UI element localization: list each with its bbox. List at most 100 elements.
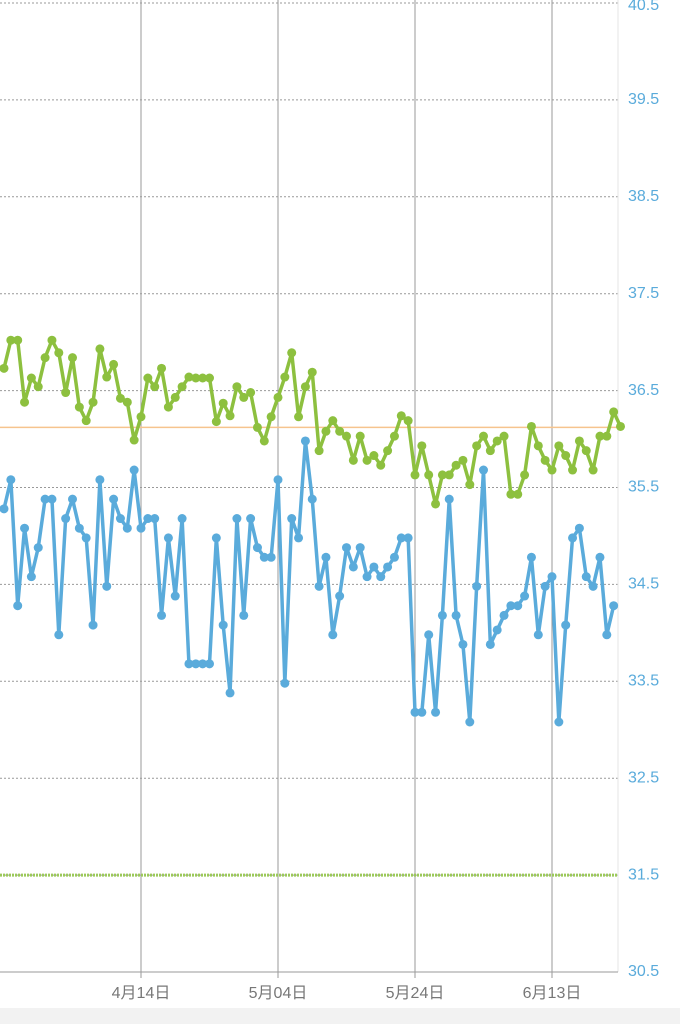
point xyxy=(95,344,105,354)
point xyxy=(300,436,310,446)
point xyxy=(143,373,153,383)
point xyxy=(383,562,393,572)
point xyxy=(376,460,386,470)
point xyxy=(437,610,447,620)
point xyxy=(294,533,304,543)
point xyxy=(136,412,146,422)
point xyxy=(191,659,201,669)
point xyxy=(465,717,475,727)
point xyxy=(568,533,578,543)
point xyxy=(328,630,338,640)
point xyxy=(102,581,112,591)
point xyxy=(581,446,591,456)
point xyxy=(218,620,228,630)
point xyxy=(232,382,242,392)
y-tick-label: 39.5 xyxy=(628,91,659,108)
point xyxy=(6,475,16,485)
point xyxy=(485,639,495,649)
y-tick-label: 30.5 xyxy=(628,963,659,980)
point xyxy=(396,411,406,421)
point xyxy=(321,426,331,436)
y-tick-label: 36.5 xyxy=(628,382,659,399)
point xyxy=(520,591,530,601)
point xyxy=(20,397,30,407)
y-tick-label: 34.5 xyxy=(628,576,659,593)
point xyxy=(115,393,125,403)
point xyxy=(184,659,194,669)
point xyxy=(163,402,173,412)
point xyxy=(348,562,358,572)
point xyxy=(355,431,365,441)
point xyxy=(40,494,50,504)
point xyxy=(122,397,132,407)
y-tick-label: 37.5 xyxy=(628,285,659,302)
point xyxy=(26,373,36,383)
point xyxy=(198,373,208,383)
point xyxy=(33,382,43,392)
point xyxy=(506,489,516,499)
point xyxy=(177,514,187,524)
point xyxy=(273,475,283,485)
point xyxy=(417,707,427,717)
point xyxy=(54,348,64,358)
point xyxy=(362,455,372,465)
point xyxy=(458,639,468,649)
point xyxy=(383,446,393,456)
point xyxy=(259,552,269,562)
point xyxy=(437,470,447,480)
point xyxy=(102,372,112,382)
point xyxy=(0,363,9,373)
y-tick-label: 33.5 xyxy=(628,673,659,690)
x-tick-label: 5月04日 xyxy=(249,985,308,1002)
point xyxy=(588,465,598,475)
point xyxy=(389,552,399,562)
point xyxy=(609,601,619,611)
point xyxy=(143,514,153,524)
point xyxy=(485,446,495,456)
point xyxy=(95,475,105,485)
point xyxy=(163,533,173,543)
point xyxy=(506,601,516,611)
point xyxy=(13,601,23,611)
point xyxy=(205,659,214,669)
point xyxy=(540,581,550,591)
point xyxy=(554,441,564,451)
point xyxy=(191,373,201,383)
point xyxy=(335,591,345,601)
point xyxy=(595,431,605,441)
point xyxy=(444,470,454,480)
point xyxy=(300,382,310,392)
point xyxy=(321,552,331,562)
point xyxy=(465,480,475,490)
point xyxy=(266,552,276,562)
point xyxy=(533,441,543,451)
point xyxy=(68,494,77,504)
point xyxy=(513,601,523,611)
point xyxy=(403,533,413,543)
point xyxy=(335,426,345,436)
point xyxy=(81,533,91,543)
point xyxy=(348,455,358,465)
point xyxy=(157,363,167,373)
point xyxy=(547,572,557,582)
point xyxy=(389,431,399,441)
point xyxy=(280,372,290,382)
x-tick-label: 6月13日 xyxy=(523,985,582,1002)
point xyxy=(547,465,557,475)
y-tick-label: 35.5 xyxy=(628,479,659,496)
point xyxy=(170,392,180,402)
point xyxy=(526,552,536,562)
point xyxy=(211,417,221,427)
point xyxy=(479,431,488,441)
point xyxy=(369,562,379,572)
y-tick-label: 38.5 xyxy=(628,188,659,205)
point xyxy=(410,707,420,717)
point xyxy=(81,416,91,426)
point xyxy=(540,455,550,465)
point xyxy=(88,620,98,630)
point xyxy=(232,514,242,524)
point xyxy=(218,398,228,408)
point xyxy=(376,572,386,582)
point xyxy=(184,372,194,382)
point xyxy=(472,581,482,591)
